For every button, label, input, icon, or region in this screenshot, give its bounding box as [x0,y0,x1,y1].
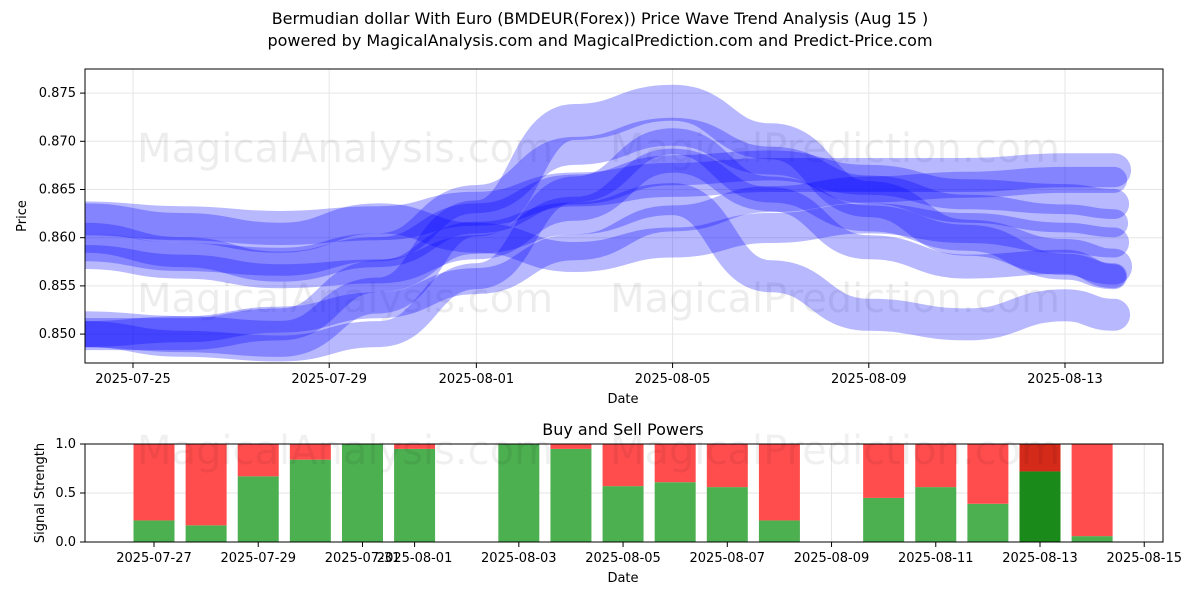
price-chart-frame [84,68,1164,364]
price-wave-line [85,153,1132,245]
power-x-tick-label: 2025-08-07 [690,551,766,566]
price-wave-line [85,166,1128,348]
price-chart-watermarks: MagicalAnalysis.com MagicalPrediction.com… [137,126,1060,322]
buy-power-bar [654,482,696,542]
price-wave-line [85,148,1127,289]
power-y-tick-label: 1.0 [55,437,76,452]
title-block: Bermudian dollar With Euro (BMDEUR(Forex… [0,8,1200,52]
power-chart-xlabel: Date [607,571,638,586]
price-wave-line [85,117,1129,276]
sell-power-bar [602,444,644,487]
watermark-text: MagicalAnalysis.com [137,428,553,474]
buy-power-bar [915,487,957,542]
sell-power-bar [1019,444,1061,472]
sell-power-bar [863,444,905,498]
price-x-tick-label: 2025-07-25 [95,372,171,387]
sell-power-bar [185,444,227,526]
sell-power-bar [289,444,331,460]
price-y-tick-label: 0.870 [39,134,76,149]
power-x-tick-label: 2025-08-11 [898,551,974,566]
power-chart-watermarks: MagicalAnalysis.com MagicalPrediction.com [137,428,1060,474]
price-y-tick-label: 0.865 [39,182,76,197]
power-chart-bars [133,444,1113,542]
power-x-tick-label: 2025-08-03 [481,551,557,566]
watermark-text: MagicalPrediction.com [610,428,1060,474]
power-x-tick-label: 2025-07-29 [220,551,296,566]
price-x-tick-label: 2025-07-29 [291,372,367,387]
price-wave-line [85,84,1133,357]
price-x-tick-label: 2025-08-05 [635,372,711,387]
buy-power-bar [185,525,227,542]
power-chart-axes: 2025-07-27 2025-07-29 2025-07-312025-08-01… [55,437,1182,566]
price-chart-grid [85,69,1163,363]
price-wave-line [85,150,1130,282]
price-chart-xlabel: Date [607,392,638,407]
watermark-text: MagicalPrediction.com [610,126,1060,172]
price-x-tick-label: 2025-08-09 [831,372,907,387]
buy-power-bar [706,487,748,542]
buy-power-bar [967,503,1009,542]
power-x-tick-label: 2025-08-01 [377,551,453,566]
buy-power-bar [341,444,383,542]
price-y-tick-label: 0.850 [39,327,76,342]
sell-power-bar [758,444,800,521]
price-chart-axes: 2025-07-25 2025-07-29 2025-08-01 2025-08-05… [39,86,1103,387]
watermark-text: MagicalAnalysis.com [137,276,553,322]
sell-power-bar [1071,444,1113,537]
power-y-tick-label: 0.0 [55,535,76,550]
power-x-tick-label: 2025-08-09 [794,551,870,566]
buy-power-bar [602,486,644,542]
buy-power-bar [550,448,592,542]
watermark-text: MagicalAnalysis.com [137,126,553,172]
power-x-tick-label: 2025-08-15 [1106,551,1182,566]
buy-power-bar [758,520,800,542]
buy-power-bar [1019,471,1061,542]
power-chart-ylabel: Signal Strength [33,443,48,543]
price-wave-line [85,203,1130,272]
buy-power-bar [1071,536,1113,542]
buy-power-bar [289,459,331,542]
buy-power-bar [498,444,540,542]
price-wave-series [85,84,1133,362]
price-wave-line [85,128,1128,362]
sell-power-bar [133,444,175,521]
buy-power-bar [394,448,436,542]
sell-power-bar [550,444,592,449]
price-y-tick-label: 0.875 [39,86,76,101]
price-wave-line [85,183,1131,351]
chart-title: Bermudian dollar With Euro (BMDEUR(Forex… [271,9,929,28]
chart-subtitle: powered by MagicalAnalysis.com and Magic… [267,31,933,50]
price-y-tick-label: 0.860 [39,231,76,246]
sell-power-bar [394,444,436,449]
buy-power-bar [237,476,279,542]
power-x-tick-label: 2025-07-31 [325,551,401,566]
watermark-text: MagicalPrediction.com [610,276,1060,322]
sell-power-bar [967,444,1009,504]
sell-power-bar [237,444,279,477]
power-chart-title: Buy and Sell Powers [542,420,704,439]
price-y-tick-label: 0.855 [39,279,76,294]
price-chart-ylabel: Price [15,200,30,232]
power-x-tick-label: 2025-07-27 [116,551,192,566]
sell-power-bar [915,444,957,488]
sell-power-bar [706,444,748,488]
power-x-tick-label: 2025-08-13 [1002,551,1078,566]
price-x-tick-label: 2025-08-13 [1027,372,1103,387]
power-y-tick-label: 0.5 [55,486,76,501]
price-x-tick-label: 2025-08-01 [439,372,515,387]
sell-power-bar [654,444,696,483]
buy-power-bar [863,497,905,542]
power-x-tick-label: 2025-08-05 [585,551,661,566]
buy-power-bar [133,520,175,542]
